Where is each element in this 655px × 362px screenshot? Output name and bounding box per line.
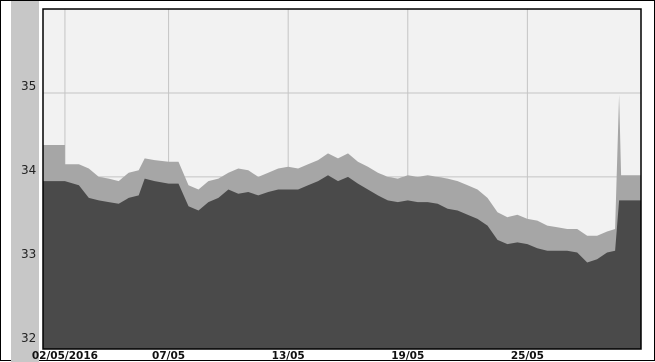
y-tick-labels: 32 33 34 35 bbox=[21, 79, 36, 345]
series-areas bbox=[43, 94, 641, 349]
plot-border bbox=[42, 8, 642, 350]
x-tick-label: 25/05 bbox=[511, 350, 544, 362]
x-tick-label: 19/05 bbox=[391, 350, 424, 362]
left-axis-strip bbox=[11, 1, 39, 362]
x-tick-label: 02/05/2016 bbox=[32, 350, 98, 362]
y-tick-label: 33 bbox=[21, 247, 36, 261]
y-tick-label: 34 bbox=[21, 163, 36, 177]
y-tick-label: 32 bbox=[21, 331, 36, 345]
x-tick-label: 07/05 bbox=[152, 350, 185, 362]
y-tick-label: 35 bbox=[21, 79, 36, 93]
x-tick-labels: 02/05/2016 07/05 13/05 19/05 25/05 bbox=[32, 350, 544, 362]
x-tick-label: 13/05 bbox=[272, 350, 305, 362]
lower-series-area bbox=[43, 175, 641, 349]
